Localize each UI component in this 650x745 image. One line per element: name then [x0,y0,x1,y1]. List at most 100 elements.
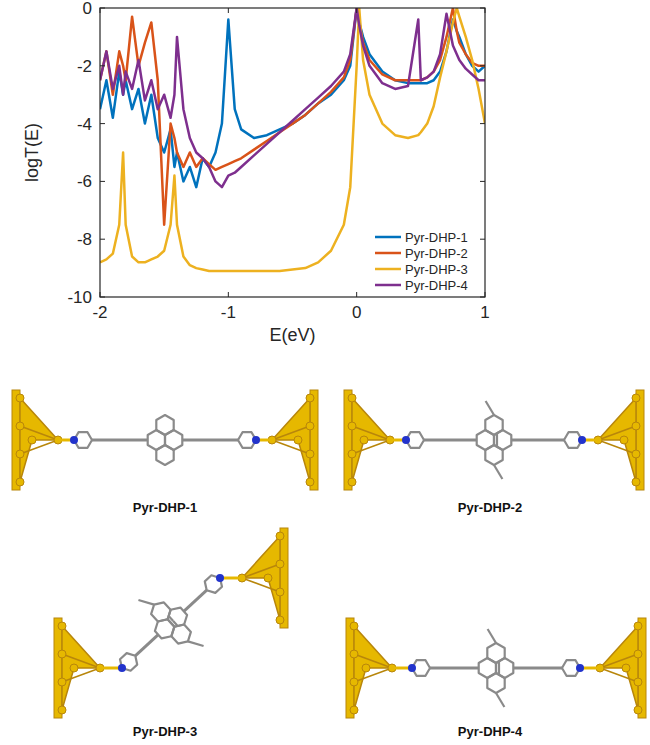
gold-atom [360,436,368,444]
junction [344,390,644,490]
electrode-edge [354,668,392,682]
alkyne [184,590,207,611]
ring [487,643,504,663]
gold-atom [306,394,314,402]
structure-label: Pyr-DHP-2 [458,500,522,515]
y-axis-title: logT(E) [22,123,42,182]
gold-atom [16,422,24,430]
y-tick [100,239,105,240]
gold-atom [634,622,642,630]
y-tick-label: -8 [77,230,92,249]
electrode-edge [600,668,638,682]
figure: -2-101-10-8-6-4-20E(eV)logT(E)Pyr-DHP-1P… [0,0,650,745]
electrode-surface [638,618,646,718]
y-tick [480,8,485,9]
alkyne [182,439,238,442]
nitrogen [252,436,260,444]
x-tick [228,8,229,13]
legend-swatch [375,284,401,287]
electrode-pyramid [242,536,280,620]
gold-atom [348,394,356,402]
alkyl-group [488,629,496,643]
nitrogen [118,664,126,672]
structure-label: Pyr-DHP-4 [458,724,523,739]
x-tick [485,292,486,297]
nitrogen [578,436,586,444]
gold-atom [634,706,642,714]
x-tick [356,292,357,297]
x-tick-label: -1 [221,303,236,322]
alkyl-group [486,401,494,415]
alkyl-group [138,600,154,605]
x-tick [100,292,101,297]
x-tick [100,8,101,13]
series-line [100,8,485,271]
structure-label: Pyr-DHP-3 [133,724,197,739]
gold-atom [348,478,356,486]
x-tick [485,8,486,13]
nitrogen [408,664,416,672]
electrode-edge [598,426,636,440]
electrode-pyramid [352,398,390,482]
y-tick [100,8,105,9]
gold-atom [306,478,314,486]
alkyl-group [188,641,204,646]
electrode-edge [20,440,58,454]
electrode-edge [272,426,310,440]
electrode-surface [280,528,288,628]
y-tick [480,181,485,182]
series-line [100,8,485,187]
gold-atom [276,588,284,596]
electrode-pyramid [600,626,638,710]
y-tick-label: -2 [77,57,92,76]
ring [485,445,502,465]
alkyl-group [496,693,504,707]
gold-atom [58,706,66,714]
gold-atom [58,678,66,686]
gold-atom [276,560,284,568]
methyl [496,440,498,446]
alkyne [430,667,479,670]
legend-label: Pyr-DHP-2 [405,246,468,261]
electrode-pyramid [272,398,310,482]
gold-atom [28,436,36,444]
electrode-edge [272,440,310,454]
ring [487,673,504,693]
legend-label: Pyr-DHP-3 [405,262,468,277]
gold-atom [306,422,314,430]
gold-atom [350,622,358,630]
ring [156,415,173,435]
structure-label: Pyr-DHP-1 [133,500,197,515]
ring [151,602,171,621]
nitrogen [70,436,78,444]
x-tick-label: 0 [352,303,361,322]
alkyne [92,439,148,442]
x-tick-label: 1 [480,303,489,322]
gold-atom [294,436,302,444]
alkyne [513,667,562,670]
junction [346,618,646,718]
gold-atom [16,450,24,458]
x-tick [356,8,357,13]
ring [156,445,173,465]
gold-atom [350,650,358,658]
plot-frame [100,8,485,297]
electrode-surface [636,390,644,490]
methyl [173,621,177,625]
methyl [169,617,173,621]
electrode-edge [352,426,390,440]
methyl [498,662,500,668]
nitrogen [402,436,410,444]
gold-atom [58,622,66,630]
ring [485,415,502,435]
gold-atom [58,650,66,658]
electrode-edge [352,440,390,454]
gold-atom [362,664,370,672]
alkyne [424,439,477,442]
legend: Pyr-DHP-1Pyr-DHP-2Pyr-DHP-3Pyr-DHP-4 [375,230,468,293]
y-tick [100,123,105,124]
gold-atom [634,650,642,658]
methyl [498,668,500,674]
y-tick [480,123,485,124]
y-tick [480,65,485,66]
